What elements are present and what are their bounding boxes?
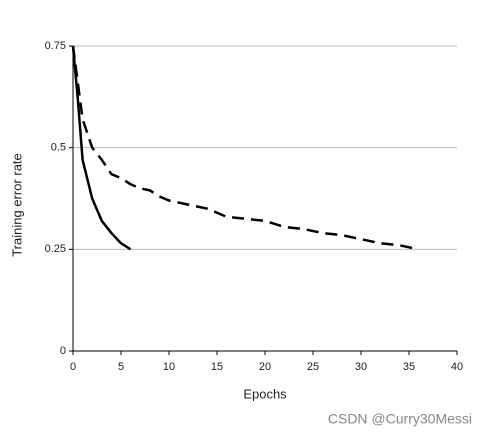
x-tick-label: 30 [355,361,367,373]
x-tick-label: 15 [211,361,223,373]
series-line [71,45,419,251]
x-axis-label: Epochs [243,386,287,401]
x-tick-label: 20 [259,361,271,373]
y-tick-label: 0.75 [45,40,66,52]
y-tick-label: 0.25 [45,243,66,255]
y-tick-label: 0.5 [51,142,66,154]
x-tick-label: 40 [451,361,463,373]
x-tick-label: 25 [307,361,319,373]
x-tick-label: 0 [70,361,76,373]
watermark: CSDN @Curry30Messi [328,411,472,427]
x-tick-label: 10 [163,361,175,373]
x-tick-label: 35 [403,361,415,373]
x-tick-label: 5 [118,361,124,373]
y-axis-label: Training error rate [9,153,24,257]
y-tick-label: 0 [60,345,66,357]
series-line [71,45,132,251]
